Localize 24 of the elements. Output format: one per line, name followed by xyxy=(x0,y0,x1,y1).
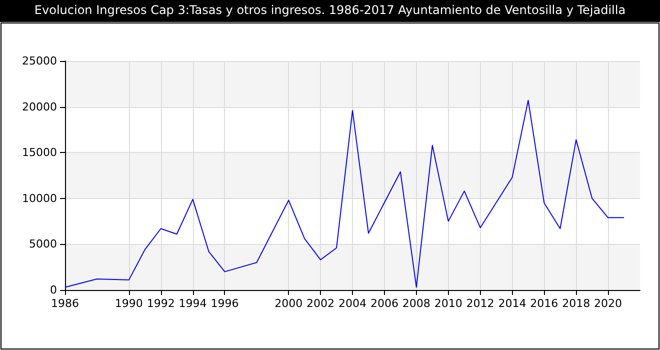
y-tick-label: 0 xyxy=(50,284,57,296)
y-tick-label: 25000 xyxy=(22,54,57,68)
y-tick-label: 15000 xyxy=(22,146,57,160)
x-tick-label: 2006 xyxy=(370,297,398,310)
y-tick-label: 20000 xyxy=(22,100,57,114)
x-tick-label: 1990 xyxy=(114,297,143,310)
x-tick-label: 2016 xyxy=(530,297,558,310)
y-tick-label: 10000 xyxy=(22,192,57,205)
x-tick-label: 2018 xyxy=(562,297,590,310)
x-tick-label: 2008 xyxy=(402,297,430,310)
x-tick-label: 1994 xyxy=(178,297,207,310)
x-tick-label: 1986 xyxy=(51,297,79,310)
x-tick-label: 2004 xyxy=(338,297,366,310)
line-series xyxy=(64,100,625,288)
x-tick-label: 2002 xyxy=(306,297,335,310)
x-tick-label: 2000 xyxy=(274,297,303,310)
x-tick-label: 1996 xyxy=(210,297,239,310)
x-tick-label: 2020 xyxy=(594,297,622,310)
x-tick-label: 2012 xyxy=(466,297,494,310)
x-tick-label: 2010 xyxy=(434,297,462,310)
y-tick-label: 5000 xyxy=(29,238,57,251)
chart-title: Evolucion Ingresos Cap 3:Tasas y otros ingresos. 1986-2017 Ayuntamiento de Ventosilla y Tejadilla xyxy=(34,3,626,17)
x-tick-label: 2014 xyxy=(498,297,526,310)
x-tick-label: 1992 xyxy=(146,297,175,310)
